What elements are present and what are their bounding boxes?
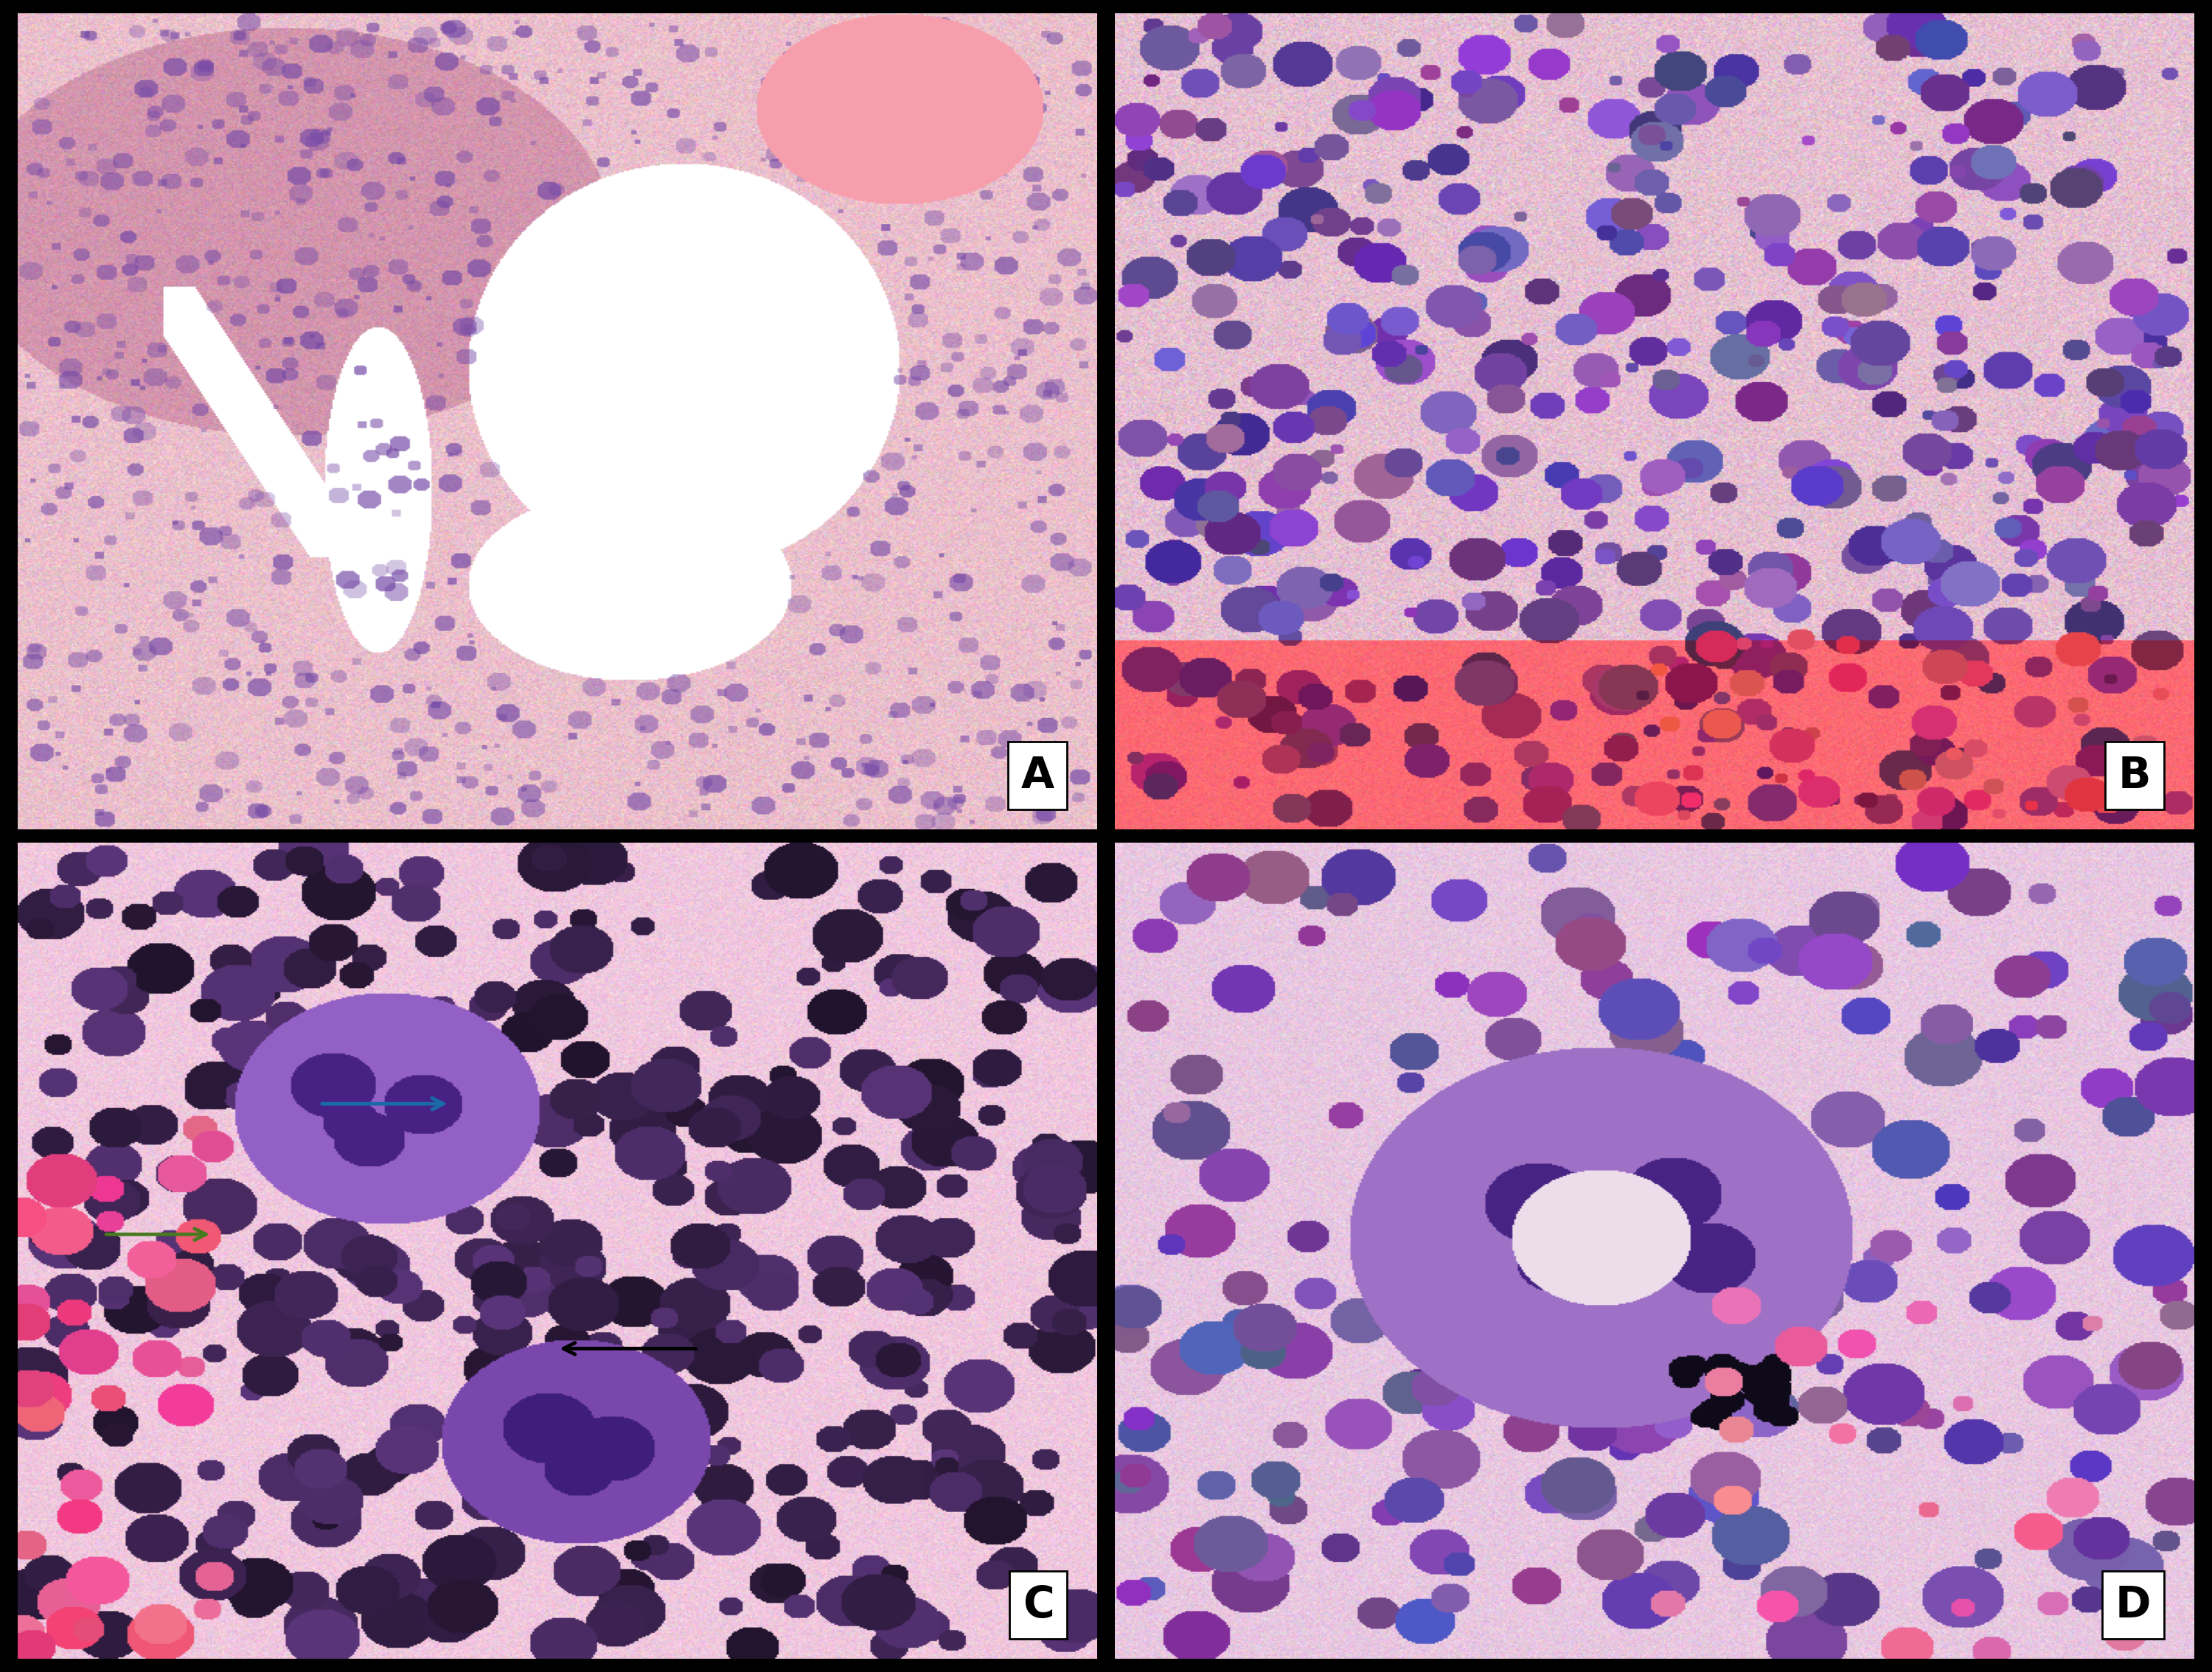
Text: D: D — [2115, 1583, 2150, 1625]
Text: B: B — [2119, 754, 2150, 796]
Text: A: A — [1020, 754, 1053, 796]
Text: C: C — [1022, 1583, 1053, 1625]
